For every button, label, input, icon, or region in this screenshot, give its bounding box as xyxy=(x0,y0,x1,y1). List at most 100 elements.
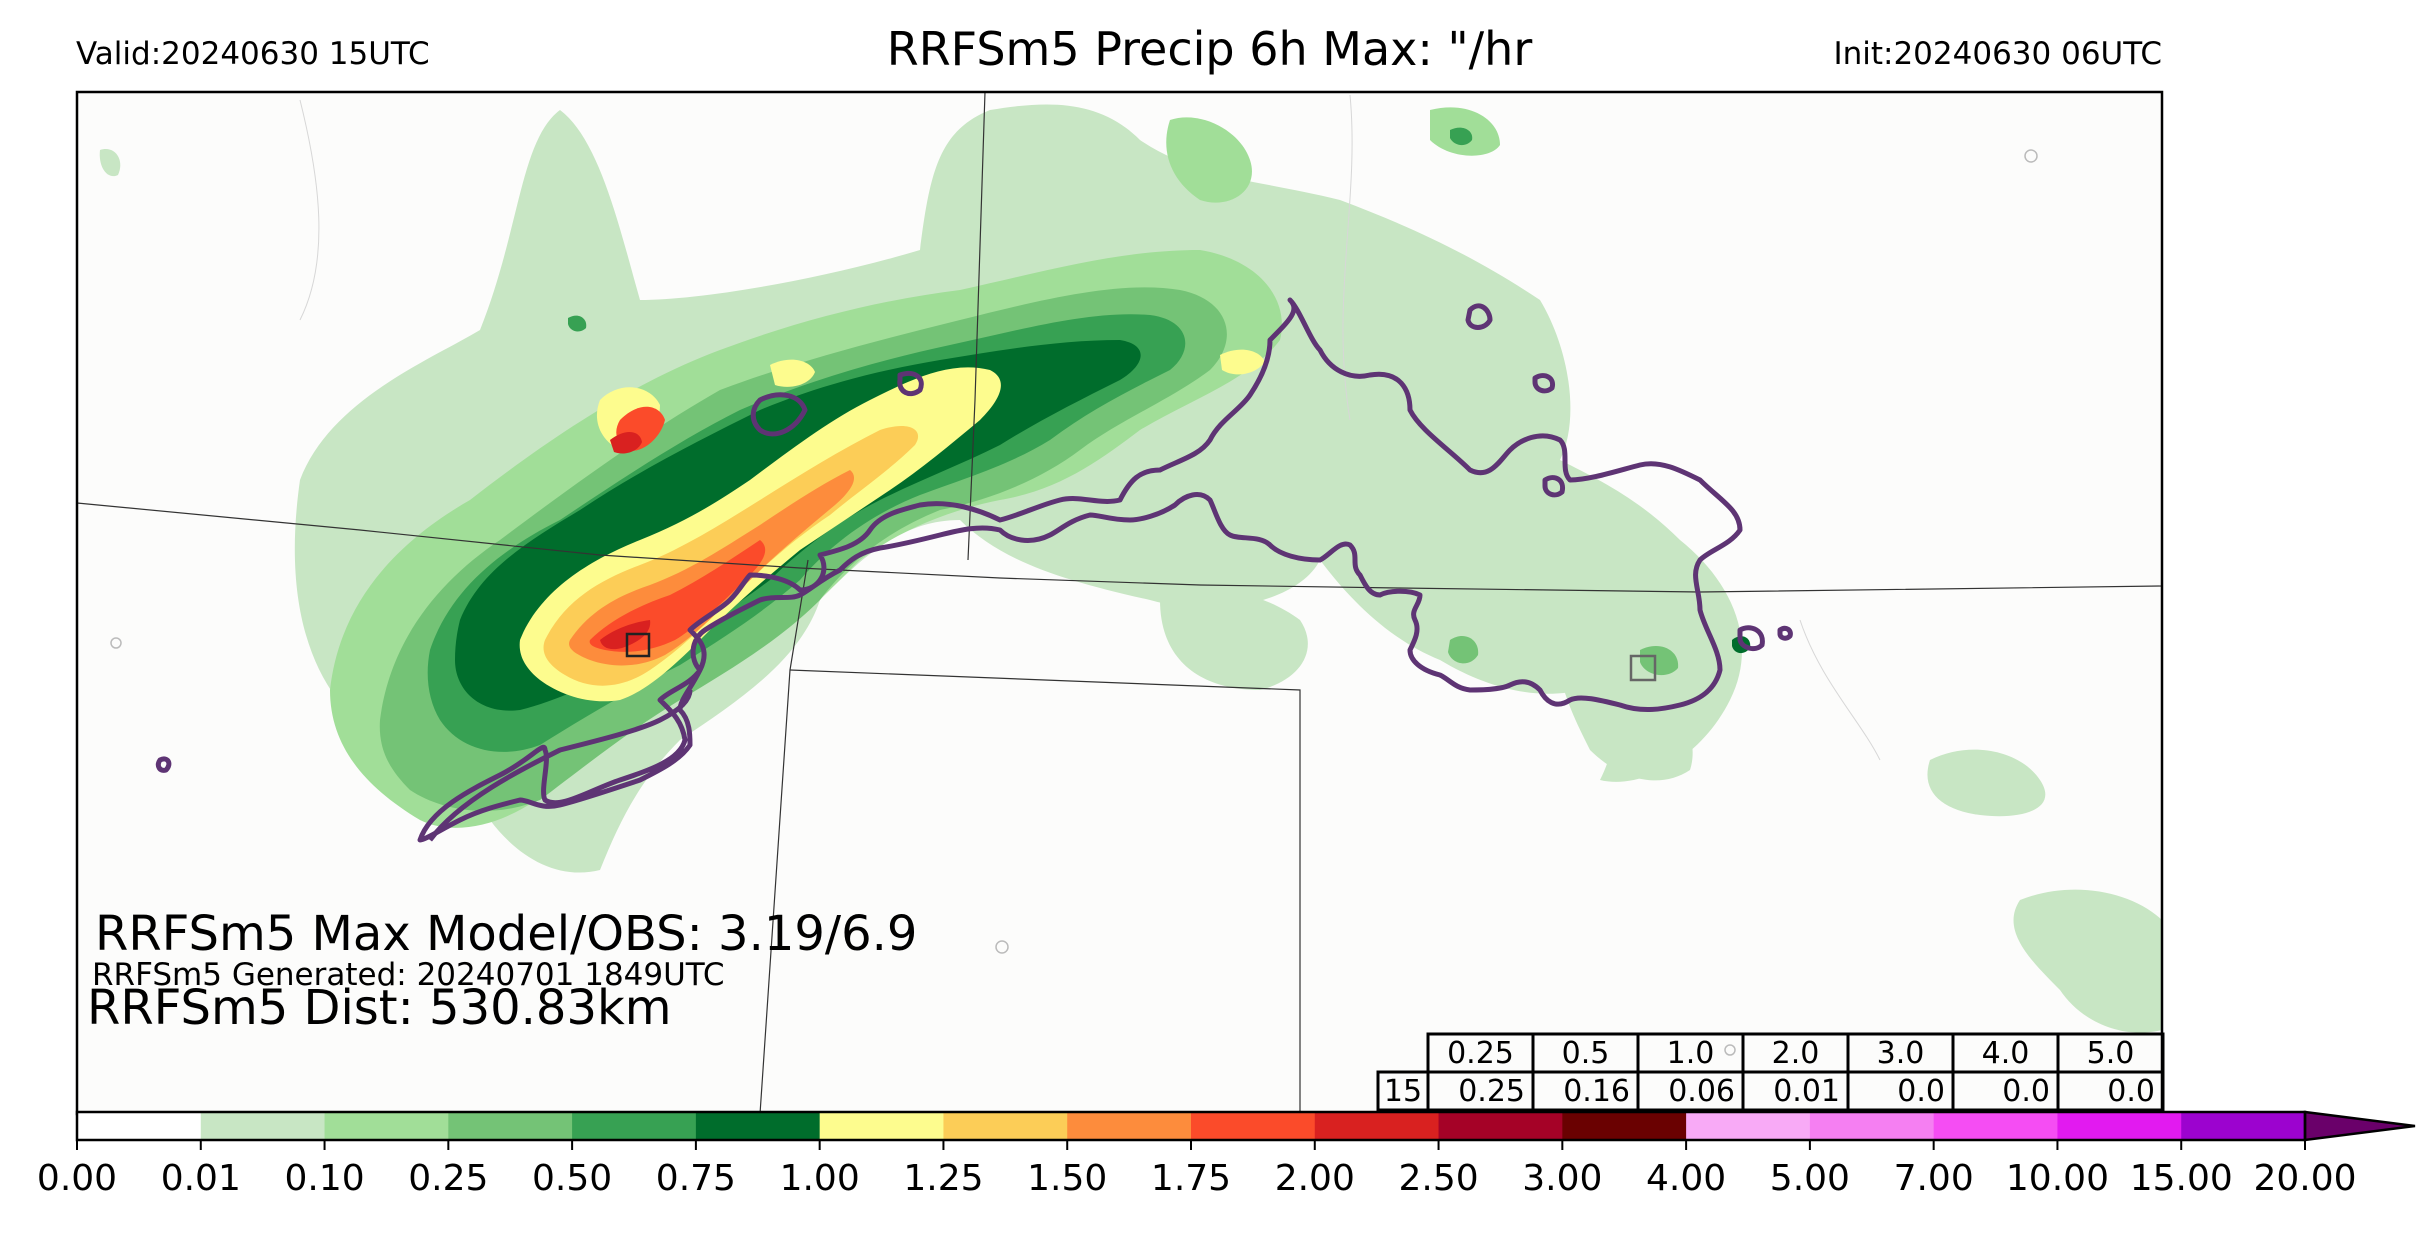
colorbar-box xyxy=(1067,1112,1192,1140)
boundary-004 xyxy=(789,669,1301,1114)
colorbar-tick-label: 2.50 xyxy=(1398,1158,1478,1199)
precip-area-021 xyxy=(610,431,642,454)
obs-contour-005 xyxy=(1542,475,1566,498)
city-marker-003 xyxy=(995,940,1009,954)
precip-area-003 xyxy=(1557,617,1693,781)
threshold-value: 0.0 xyxy=(2107,1074,2155,1109)
obs-contour-010 xyxy=(897,371,924,397)
precip-shading xyxy=(99,104,2162,1033)
precip-area-005 xyxy=(2013,889,2162,1033)
colorbar-box xyxy=(200,1112,326,1140)
threshold-header: 3.0 xyxy=(1877,1036,1925,1071)
precip-area-004 xyxy=(1927,749,2046,817)
obs-contour-007 xyxy=(1777,625,1793,641)
obs-contour-006 xyxy=(1737,625,1765,652)
obs-max-marker xyxy=(1629,654,1657,682)
threshold-header: 4.0 xyxy=(1982,1036,2030,1071)
obs-contour-004 xyxy=(1532,373,1556,394)
table-row-label: 15 xyxy=(1384,1074,1422,1109)
colorbar-tick-label: 15.00 xyxy=(2130,1158,2233,1199)
distance-label: RRFSm5 Dist: 530.83km xyxy=(87,980,672,1036)
colorbar-box xyxy=(1438,1112,1563,1140)
precip-area-022 xyxy=(600,620,651,650)
threshold-header: 0.25 xyxy=(1447,1036,1514,1071)
colorbar-box xyxy=(1933,1112,2058,1140)
obs-contour-002 xyxy=(428,689,693,842)
generated-time-label: RRFSm5 Generated: 20240701 1849UTC xyxy=(92,957,725,993)
colorbar-tick-label: 1.25 xyxy=(903,1158,983,1199)
map-title: RRFSm5 Precip 6h Max: "/hr xyxy=(0,22,2435,76)
precip-area-024 xyxy=(1640,646,1679,676)
city-markers xyxy=(110,149,2038,1056)
threshold-header: 1.0 xyxy=(1667,1036,1715,1071)
faint-boundary-003 xyxy=(1799,619,1881,761)
precip-area-015 xyxy=(770,359,815,387)
threshold-table-grid xyxy=(1376,1032,2165,1112)
map-title-text: RRFSm5 Precip 6h Max: "/hr xyxy=(886,22,1533,76)
table-value-row xyxy=(1376,1070,2165,1112)
colorbar-tick-label: 0.75 xyxy=(656,1158,736,1199)
threshold-header: 5.0 xyxy=(2087,1036,2135,1071)
precip-area-006 xyxy=(99,149,121,177)
colorbar-box xyxy=(943,1112,1068,1140)
faint-boundary-001 xyxy=(299,99,320,321)
colorbar-box xyxy=(448,1112,573,1140)
colorbar-box xyxy=(819,1112,944,1140)
colorbar-box xyxy=(572,1112,697,1140)
threshold-value: 0.0 xyxy=(2002,1074,2050,1109)
colorbar-tick-label: 1.00 xyxy=(780,1158,860,1199)
colorbar-tick-label: 0.00 xyxy=(37,1158,117,1199)
obs-contour-003 xyxy=(1465,303,1493,330)
obs-contour-009 xyxy=(750,392,808,437)
colorbar-box xyxy=(77,1112,202,1140)
valid-time-label: Valid:20240630 15UTC xyxy=(76,36,430,72)
colorbar-box xyxy=(1191,1112,1316,1140)
colorbar-box xyxy=(1809,1112,1935,1140)
precip-area-026 xyxy=(568,315,587,332)
threshold-value: 0.16 xyxy=(1563,1074,1630,1109)
colorbar-tick-label: 5.00 xyxy=(1770,1158,1850,1199)
init-time-label: Init:20240630 06UTC xyxy=(1833,36,2162,72)
colorbar-tick-label: 0.10 xyxy=(284,1158,364,1199)
colorbar-extend-arrow xyxy=(2303,1110,2416,1142)
colorbar-tick-label: 1.75 xyxy=(1151,1158,1231,1199)
threshold-value: 0.25 xyxy=(1458,1074,1525,1109)
precip-area-008 xyxy=(1166,117,1252,203)
colorbar-tick-label: 3.00 xyxy=(1522,1158,1602,1199)
colorbar-tick-label: 2.00 xyxy=(1275,1158,1355,1199)
colorbar-box xyxy=(2057,1112,2182,1140)
threshold-table-text: 0.25 0.5 1.0 2.0 3.0 4.0 5.0 15 0.25 0.16 0.06 0.01… xyxy=(1384,1036,2155,1109)
colorbar-tick-label: 0.25 xyxy=(408,1158,488,1199)
threshold-value: 0.0 xyxy=(1897,1074,1945,1109)
precip-area-027 xyxy=(1450,127,1473,146)
threshold-header: 2.0 xyxy=(1772,1036,1820,1071)
colorbar-box xyxy=(2181,1112,2306,1140)
colorbar-ticks: 0.00 0.01 0.10 0.25 0.50 0.75 1.00 1.25 1.50 1.75… xyxy=(37,1140,2357,1199)
colorbar-box xyxy=(695,1112,821,1140)
threshold-value: 0.01 xyxy=(1773,1074,1840,1109)
obs-contour-001 xyxy=(417,297,1743,843)
colorbar-tick-label: 20.00 xyxy=(2253,1158,2356,1199)
threshold-value: 0.06 xyxy=(1668,1074,1735,1109)
colorbar-tick-label: 7.00 xyxy=(1894,1158,1974,1199)
colorbar-boxes xyxy=(75,1110,2416,1142)
colorbar-tick-label: 0.01 xyxy=(161,1158,241,1199)
colorbar-tick-label: 0.50 xyxy=(532,1158,612,1199)
max-model-obs-label: RRFSm5 Max Model/OBS: 3.19/6.9 xyxy=(95,906,918,962)
colorbar-box xyxy=(324,1112,449,1140)
colorbar-tick-label: 4.00 xyxy=(1646,1158,1726,1199)
threshold-header: 0.5 xyxy=(1562,1036,1610,1071)
colorbar-box xyxy=(1562,1112,1687,1140)
boundary-001 xyxy=(77,502,2162,593)
city-marker-004 xyxy=(1724,1044,1736,1056)
obs-contour-008 xyxy=(155,756,172,773)
colorbar: 0.00 0.01 0.10 0.25 0.50 0.75 1.00 1.25 1.50 1.75… xyxy=(37,1110,2416,1199)
precip-area-023 xyxy=(1448,635,1479,664)
colorbar-box xyxy=(1686,1112,1811,1140)
precip-area-002 xyxy=(1160,589,1308,690)
obs-contours xyxy=(155,297,1793,843)
city-marker-001 xyxy=(2024,149,2038,163)
city-marker-002 xyxy=(110,637,122,649)
